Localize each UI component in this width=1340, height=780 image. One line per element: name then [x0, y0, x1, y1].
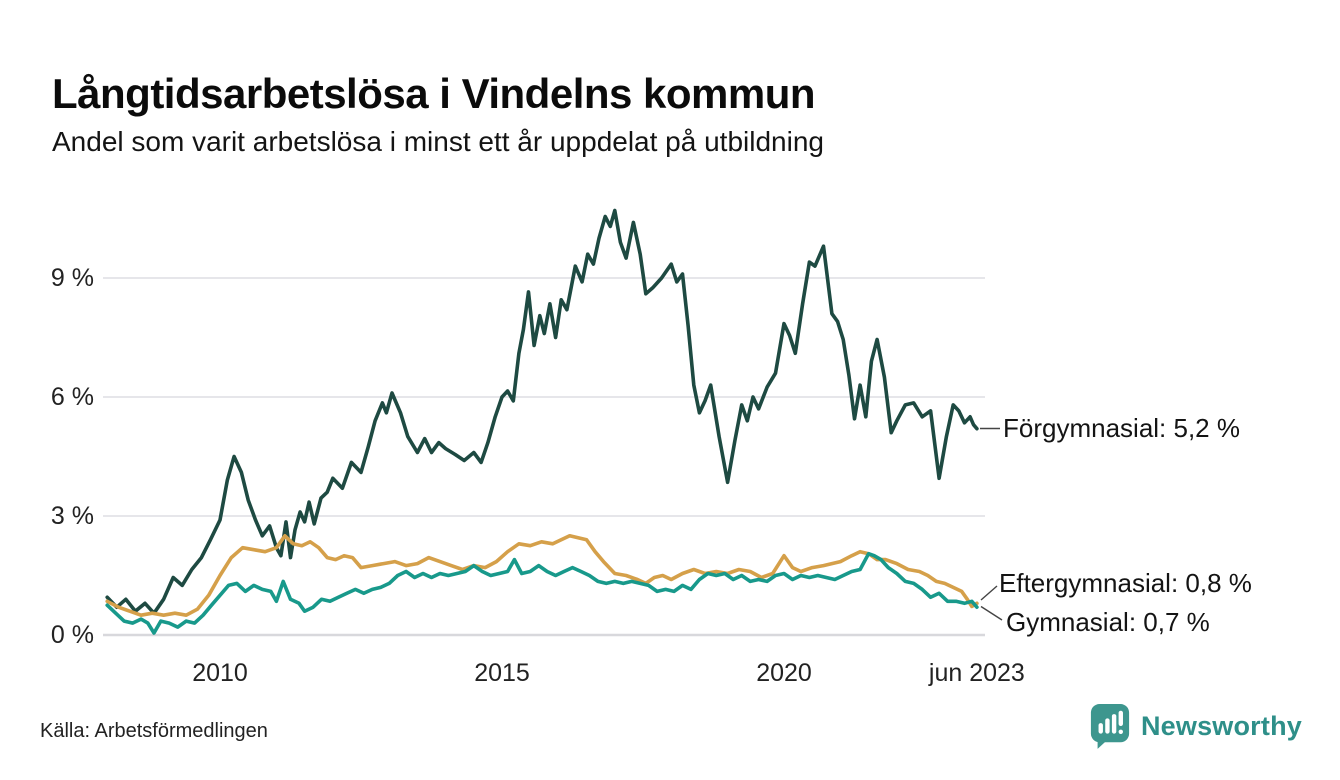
page-title: Långtidsarbetslösa i Vindelns kommun — [52, 70, 816, 118]
x-axis-tick-label: 2015 — [474, 659, 530, 687]
y-axis-tick-label: 0 % — [50, 621, 94, 649]
annotation-connector — [980, 605, 1003, 621]
source-note: Källa: Arbetsförmedlingen — [40, 720, 268, 742]
series-line-eftergymnasial — [105, 533, 979, 618]
y-axis-tick-label: 6 % — [50, 382, 94, 411]
x-axis-tick-label: 2010 — [192, 659, 248, 687]
page-subtitle: Andel som varit arbetslösa i minst ett å… — [52, 126, 824, 157]
series-end-label-forgymnasial: Förgymnasial: 5,2 % — [1003, 413, 1240, 443]
y-axis-tick-label: 9 % — [50, 263, 94, 292]
newsworthy-logo: Newsworthy — [1089, 702, 1302, 750]
series-line-förgymnasial — [105, 208, 979, 616]
series-end-label-gymnasial: Gymnasial: 0,7 % — [1006, 607, 1210, 637]
y-axis-tick-label: 3 % — [50, 501, 94, 530]
newsworthy-wordmark: Newsworthy — [1140, 710, 1302, 741]
annotation-connector — [980, 585, 998, 601]
series-end-label-eftergymnasial: Eftergymnasial: 0,8 % — [999, 568, 1252, 598]
x-axis-tick-label: 2020 — [756, 659, 812, 687]
series-line-gymnasial — [105, 551, 979, 635]
x-axis-tick-label: jun 2023 — [928, 659, 1025, 687]
newsworthy-bubble-chart-icon — [1090, 704, 1130, 749]
